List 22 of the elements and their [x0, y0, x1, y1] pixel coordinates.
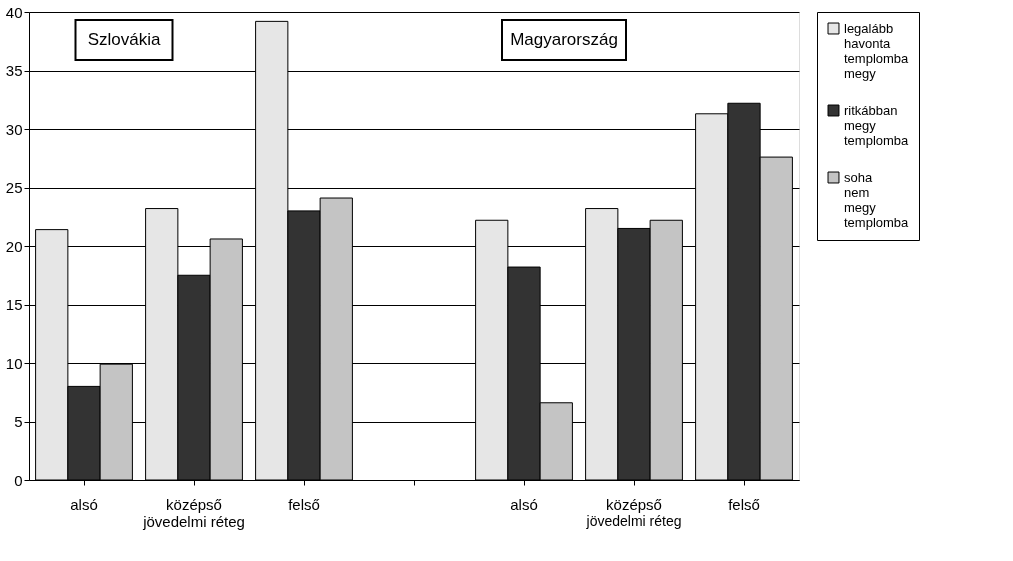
y-tick-label: 15: [5, 296, 23, 313]
x-tick-label: alsó: [70, 495, 98, 513]
y-tick-label: 40: [5, 3, 23, 21]
y-tick-label: 5: [14, 413, 23, 430]
x-tick-label: felső: [728, 495, 760, 513]
y-tick-label: 25: [5, 179, 23, 196]
x-tick-label: középső: [166, 495, 222, 513]
text: jövedelmi réteg: [585, 513, 682, 529]
text: jövedelmi réteg: [142, 513, 245, 530]
x-tick-label: alsó: [510, 495, 538, 513]
legend-label: ritkábban megy templomba: [844, 102, 910, 148]
x-tick-label: felső: [288, 495, 320, 513]
x-tick-label: középső: [606, 495, 662, 513]
legend-label: soha nem megy templomba: [844, 169, 910, 230]
y-tick-label: 20: [5, 237, 23, 255]
y-tick-label: 0: [14, 471, 23, 489]
y-tick-label: 10: [5, 354, 23, 372]
annotation: Szlovákia: [87, 30, 161, 49]
annotation: Magyarország: [510, 30, 618, 49]
y-tick-label: 35: [5, 62, 23, 79]
y-tick-label: 30: [5, 120, 23, 138]
legend-label: legalább havonta templomba megy: [844, 20, 910, 81]
